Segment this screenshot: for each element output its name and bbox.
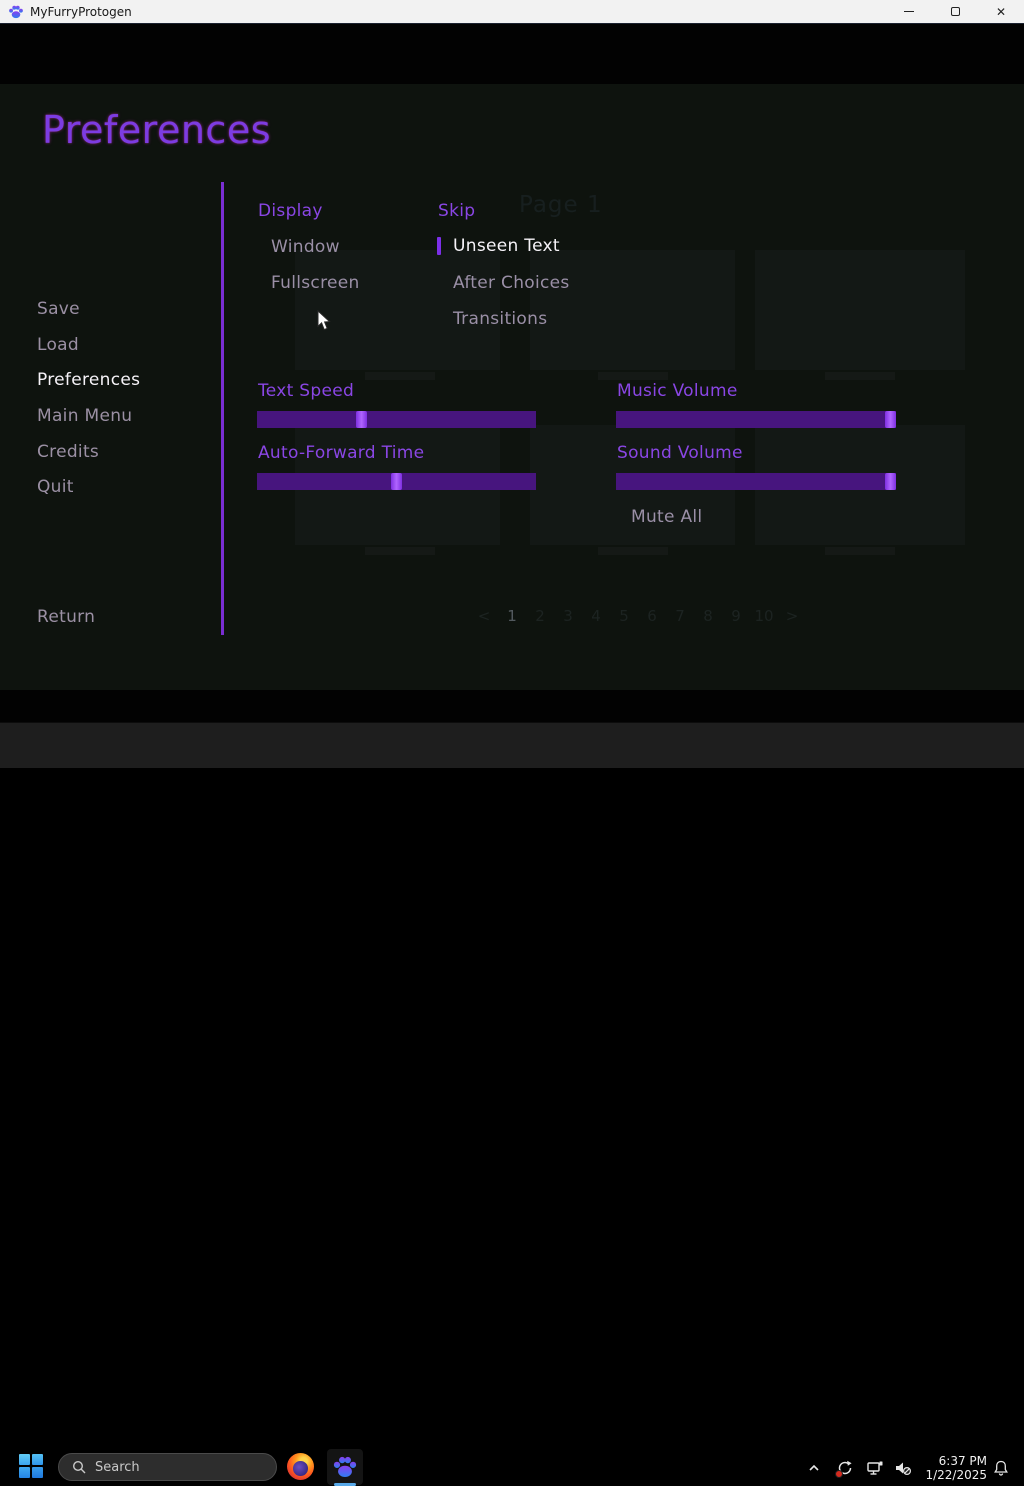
- ghost-slot-caption: [825, 547, 895, 555]
- auto-forward-time-slider-thumb[interactable]: [391, 473, 402, 490]
- taskbar-clock[interactable]: 6:37 PM 1/22/2025: [915, 1454, 987, 1482]
- display-option-fullscreen[interactable]: Fullscreen: [271, 273, 360, 293]
- vertical-divider: [221, 182, 224, 635]
- minimize-button[interactable]: [886, 0, 932, 23]
- window-titlebar: MyFurryProtogen ✕: [0, 0, 1024, 24]
- notifications-bell-icon[interactable]: [992, 1459, 1010, 1477]
- skip-section-header: Skip: [438, 201, 476, 221]
- skip-option-after-choices[interactable]: After Choices: [453, 273, 570, 293]
- network-icon[interactable]: [866, 1459, 884, 1477]
- ghost-save-slot: [530, 250, 735, 370]
- taskbar-app-myfurryprotogen[interactable]: [327, 1449, 363, 1485]
- menu-item-return[interactable]: Return: [37, 607, 96, 627]
- update-sync-icon[interactable]: [835, 1459, 854, 1478]
- close-button[interactable]: ✕: [995, 4, 1007, 19]
- ghost-save-page-title: Page 1: [519, 192, 603, 218]
- menu-item-main-menu[interactable]: Main Menu: [37, 406, 133, 426]
- auto-forward-time-label: Auto-Forward Time: [258, 443, 425, 463]
- firefox-icon[interactable]: [287, 1453, 314, 1480]
- restore-button[interactable]: [932, 0, 978, 23]
- auto-forward-time-slider[interactable]: [257, 473, 536, 490]
- ghost-slot-caption: [365, 372, 435, 380]
- volume-muted-icon[interactable]: [894, 1459, 912, 1477]
- menu-item-credits[interactable]: Credits: [37, 442, 100, 462]
- alert-badge: [835, 1470, 843, 1478]
- search-icon: [72, 1460, 86, 1474]
- text-speed-slider[interactable]: [257, 411, 536, 428]
- ghost-slot-caption: [598, 547, 668, 555]
- music-volume-slider[interactable]: [616, 411, 896, 428]
- sound-volume-slider[interactable]: [616, 473, 896, 490]
- ghost-slot-caption: [825, 372, 895, 380]
- sound-volume-label: Sound Volume: [617, 443, 743, 463]
- menu-item-load[interactable]: Load: [37, 335, 79, 355]
- text-speed-slider-thumb[interactable]: [356, 411, 368, 428]
- taskbar-search[interactable]: [58, 1453, 277, 1481]
- mouse-cursor: [317, 310, 331, 331]
- clock-date: 1/22/2025: [925, 1468, 987, 1482]
- paw-icon: [333, 1456, 357, 1477]
- taskbar: 6:37 PM 1/22/2025: [0, 722, 1024, 1486]
- ghost-slot-caption: [598, 372, 668, 380]
- preferences-panel: Preferences Page 1 < 1 2 3 4 5 6: [0, 84, 1024, 690]
- window-title: MyFurryProtogen: [30, 4, 132, 19]
- mute-all-option[interactable]: Mute All: [631, 507, 703, 527]
- menu-item-preferences[interactable]: Preferences: [37, 370, 141, 390]
- clock-time: 6:37 PM: [938, 1454, 987, 1468]
- ghost-page-nav: < 1 2 3 4 5 6 7 8 9 10 >: [477, 607, 799, 625]
- skip-option-transitions[interactable]: Transitions: [453, 309, 548, 329]
- sound-volume-slider-thumb[interactable]: [885, 473, 896, 490]
- search-input[interactable]: [95, 1459, 245, 1475]
- hidden-icons-chevron-icon[interactable]: [805, 1459, 823, 1477]
- game-viewport: Preferences Page 1 < 1 2 3 4 5 6: [0, 24, 1024, 722]
- app-paw-icon: [9, 5, 23, 18]
- music-volume-slider-thumb[interactable]: [885, 411, 896, 428]
- display-section-header: Display: [258, 201, 323, 221]
- selected-option-bar: [437, 237, 441, 255]
- page-title: Preferences: [42, 108, 271, 152]
- menu-item-save[interactable]: Save: [37, 299, 80, 319]
- menu-item-quit[interactable]: Quit: [37, 477, 74, 497]
- music-volume-label: Music Volume: [617, 381, 738, 401]
- ghost-save-slot: [295, 250, 500, 370]
- text-speed-label: Text Speed: [258, 381, 355, 401]
- skip-option-unseen-text[interactable]: Unseen Text: [453, 236, 560, 256]
- ghost-slot-caption: [365, 547, 435, 555]
- ghost-save-slot: [755, 250, 965, 370]
- display-option-window[interactable]: Window: [271, 237, 340, 257]
- start-button[interactable]: [19, 1454, 45, 1480]
